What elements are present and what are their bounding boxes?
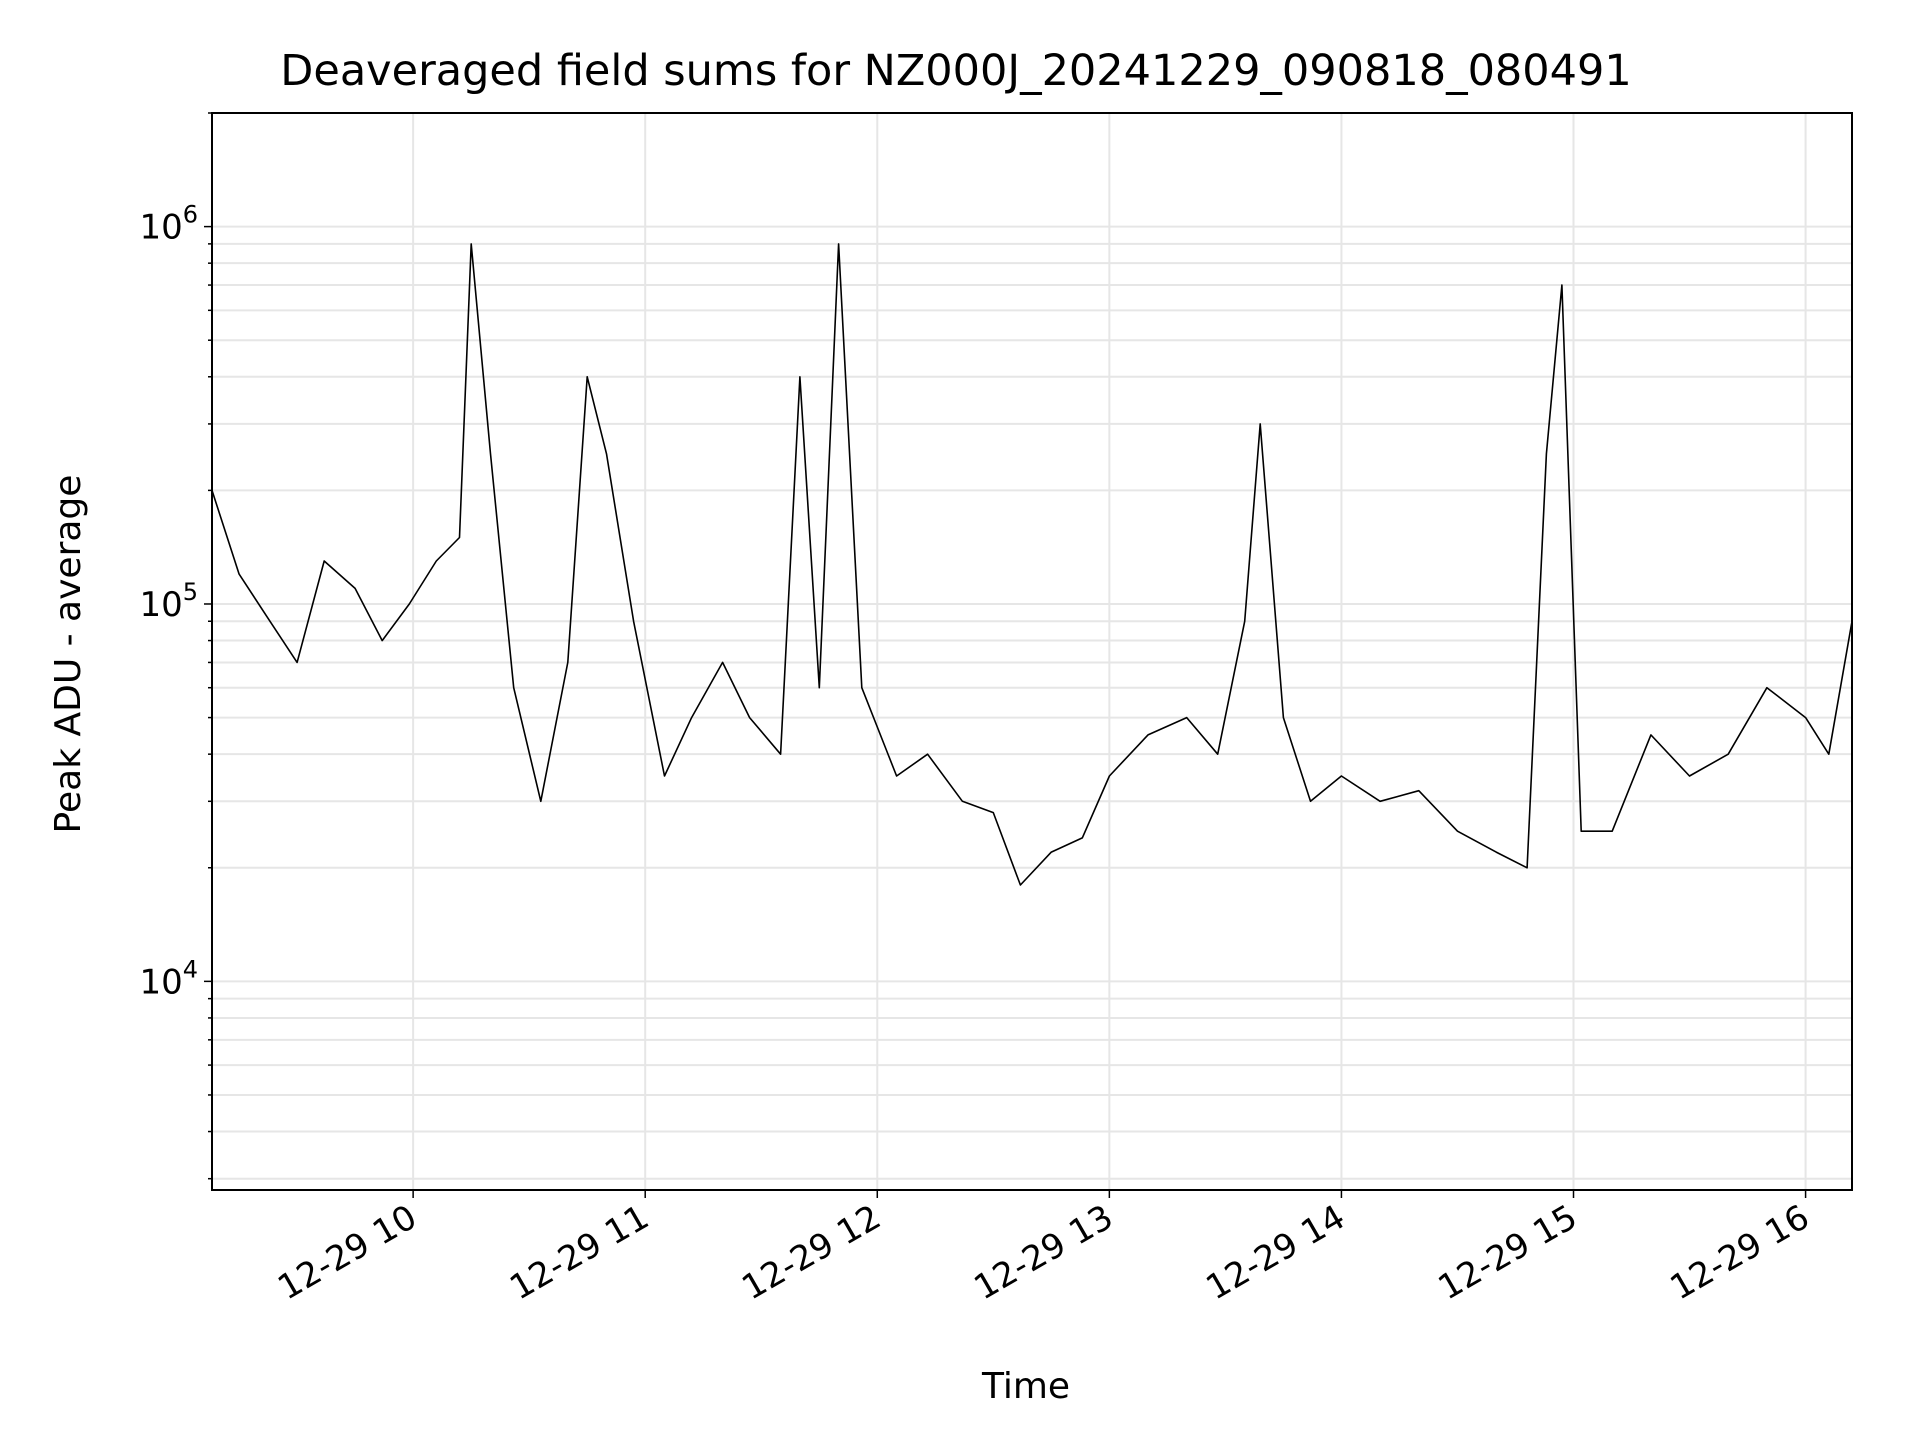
- x-tick-label: 12-29 14: [1200, 1197, 1352, 1308]
- y-axis-label: Peak ADU - average: [48, 475, 89, 834]
- series-line: [211, 243, 1853, 886]
- series-line-group: [211, 243, 1853, 886]
- y-tick-label: 105: [139, 578, 198, 625]
- y-ticks: 104 105 106: [139, 112, 212, 1180]
- chart-title: Deaveraged field sums for NZ000J_2024122…: [280, 46, 1631, 96]
- x-axis-label: Time: [981, 1366, 1070, 1407]
- x-tick-label: 12-29 13: [967, 1197, 1119, 1308]
- x-tick-label: 12-29 12: [735, 1197, 887, 1308]
- plot-frame: [211, 112, 1853, 1191]
- x-ticks: 12-29 10 12-29 11 12-29 12 12-29 13 12-29 14…: [271, 1190, 1816, 1308]
- x-tick-label: 12-29 15: [1432, 1197, 1584, 1308]
- grid: [212, 112, 1852, 1190]
- y-tick-label: 104: [139, 955, 198, 1002]
- y-tick-label: 106: [139, 201, 198, 248]
- x-tick-label: 12-29 11: [503, 1197, 655, 1308]
- x-tick-label: 12-29 16: [1664, 1197, 1816, 1308]
- x-tick-label: 12-29 10: [271, 1197, 423, 1308]
